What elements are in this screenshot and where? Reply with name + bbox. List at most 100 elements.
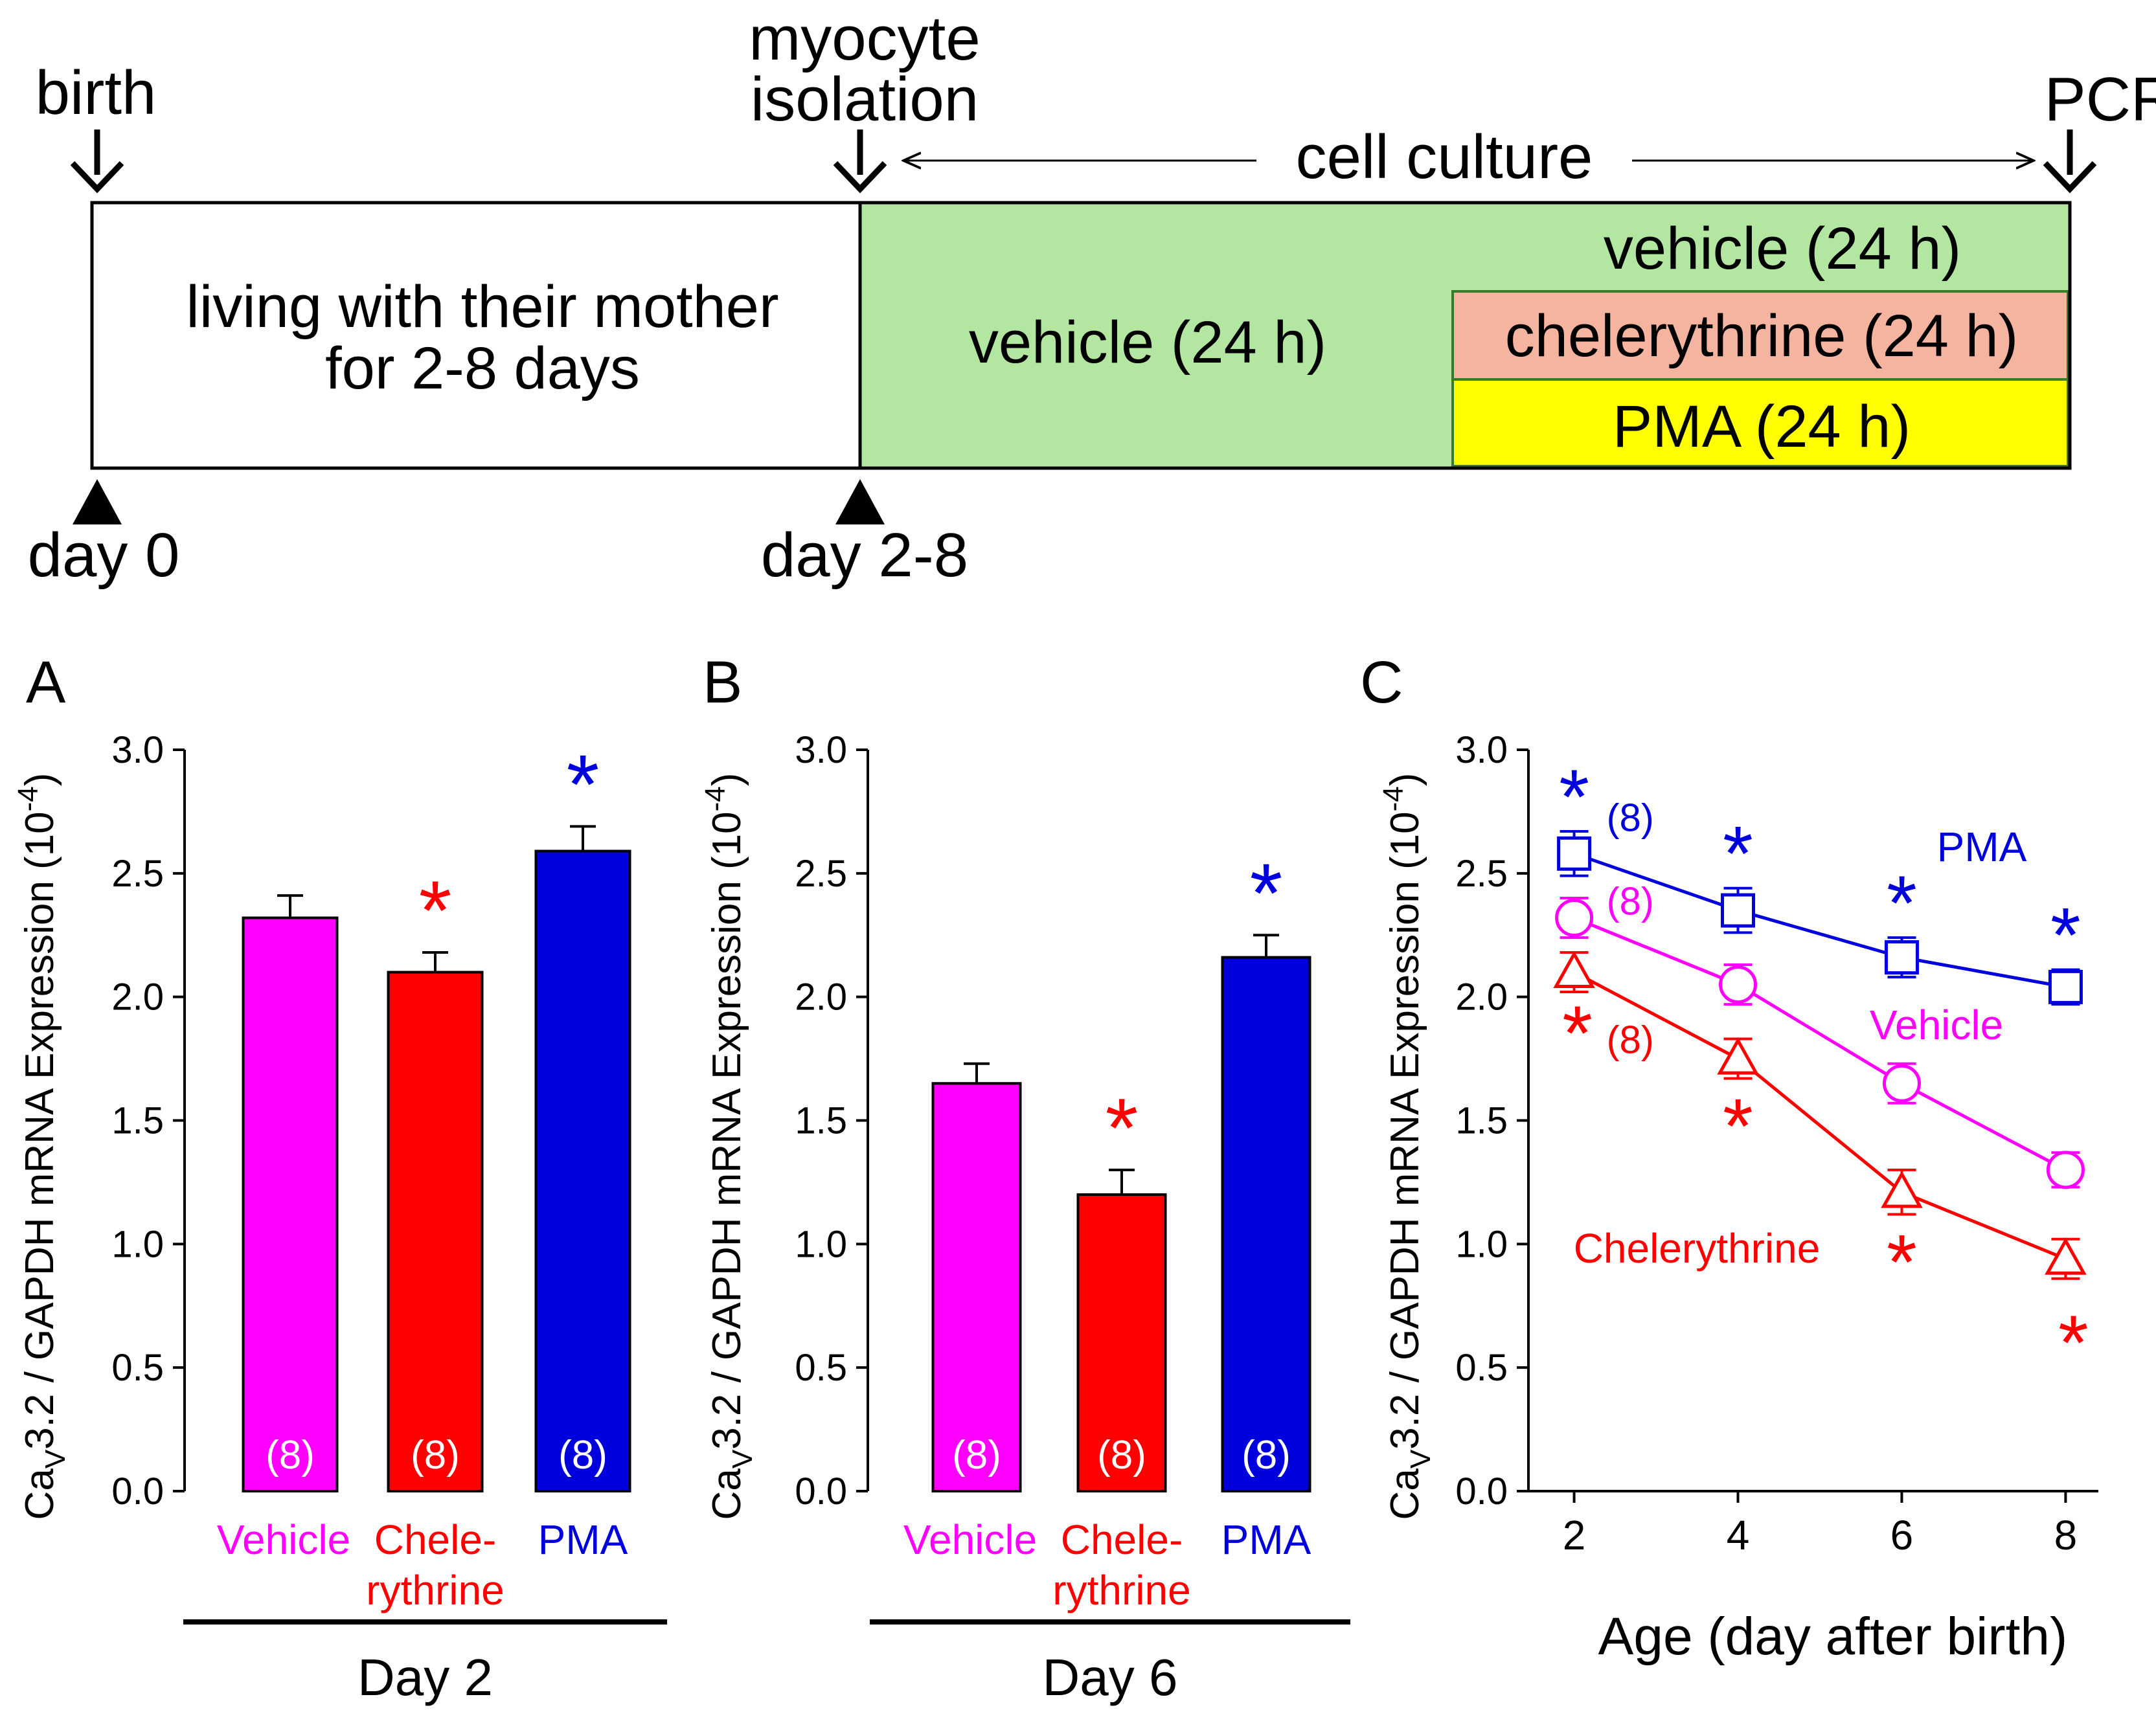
data-point-square (1721, 893, 1756, 928)
x-tick-label: 2 (1563, 1512, 1586, 1558)
day0-triangle-icon (73, 479, 122, 524)
category-label: Vehicle (903, 1516, 1037, 1563)
n-label: (8) (558, 1433, 607, 1478)
bar-vehicle (931, 1082, 1022, 1492)
y-tick-label: 0.0 (795, 1470, 847, 1513)
bar-vehicle (242, 916, 339, 1492)
group-label: Day 6 (1043, 1648, 1178, 1706)
y-tick-label: 3.0 (795, 729, 847, 771)
y-tick-label: 0.0 (111, 1470, 164, 1513)
series-line-chelerythrine (1573, 971, 2067, 1261)
pma-text: PMA (24 h) (1613, 394, 1911, 460)
category-label: PMA (538, 1516, 628, 1563)
y-tick-label: 1.5 (111, 1100, 164, 1142)
data-point-circle (1719, 965, 1758, 1004)
significance-star: * (1562, 990, 1593, 1077)
n-label: (8) (1097, 1433, 1146, 1478)
y-tick-label: 3.0 (1455, 729, 1508, 771)
significance-star: * (2058, 1299, 2089, 1386)
n-label: (8) (1607, 796, 1654, 839)
x-tick-label: 8 (2054, 1512, 2078, 1558)
x-tick-label: 4 (1727, 1512, 1750, 1558)
y-tick-label: 2.5 (1455, 853, 1508, 895)
mother-text-line1: living with their mother (186, 274, 778, 340)
bar-chelerythrine (1076, 1193, 1167, 1492)
chelerythrine-text: chelerythrine (24 h) (1505, 303, 2019, 369)
data-point-triangle (1881, 1171, 1923, 1208)
category-label: Chele- (1061, 1516, 1183, 1563)
data-point-circle (1555, 899, 1594, 938)
day0-label: day 0 (28, 521, 180, 590)
series-line-vehicle (1573, 916, 2067, 1172)
data-point-triangle (1553, 950, 1595, 988)
data-point-square (1884, 940, 1919, 975)
category-label: Vehicle (217, 1516, 350, 1563)
y-tick-label: 0.5 (1455, 1347, 1508, 1389)
significance-star: * (1887, 1219, 1917, 1306)
y-tick-label: 3.0 (111, 729, 164, 771)
pcr-arrow-icon (2043, 129, 2097, 194)
chelerythrine-box (1451, 290, 2069, 381)
y-tick-label: 2.5 (795, 853, 847, 895)
isolation-label-line2: isolation (751, 65, 979, 134)
significance-star: * (2050, 892, 2081, 979)
pma-box (1451, 378, 2069, 467)
n-label: (8) (1607, 880, 1654, 923)
y-axis-label: CaV3.2 / GAPDH mRNA Expression (10-4) (12, 773, 71, 1520)
mother-text-line2: for 2-8 days (325, 335, 640, 401)
panel-letter: A (26, 649, 66, 715)
panel-letter: C (1360, 649, 1403, 715)
timeline: birth myocyte isolation PCR cell culture… (28, 4, 2156, 590)
n-label: (8) (1242, 1433, 1291, 1478)
series-label-chelerythrine: Chelerythrine (1574, 1225, 1821, 1272)
significance-star: * (1559, 754, 1589, 840)
y-tick-label: 1.0 (795, 1223, 847, 1265)
y-tick-label: 2.5 (111, 853, 164, 895)
isolation-arrow-icon (833, 129, 887, 194)
mother-box (90, 201, 862, 470)
y-tick-label: 2.0 (1455, 976, 1508, 1018)
vehicle-top-text: vehicle (24 h) (1604, 216, 1961, 282)
y-tick-label: 0.5 (795, 1347, 847, 1389)
day28-triangle-icon (835, 479, 885, 524)
panel-c: C 0.0 0.5 1.0 1.5 2.0 2.5 3.0 CaV3.2 / GAPDH mRN… (1360, 649, 2098, 1666)
significance-star: * (567, 737, 600, 831)
bar-pma (1221, 956, 1311, 1492)
data-point-triangle (1717, 1037, 1759, 1075)
x-tick-label: 6 (1890, 1512, 1914, 1558)
birth-label: birth (36, 58, 157, 128)
n-label: (8) (411, 1433, 460, 1478)
series-label-pma: PMA (1937, 824, 2027, 870)
bar-chelerythrine (387, 971, 484, 1492)
bar-pma (534, 849, 631, 1492)
panel-b: B 0.0 0.5 1.0 1.5 2.0 2.5 3.0 CaV3.2 / GAPDH mRN… (699, 649, 1350, 1706)
y-tick-label: 2.0 (111, 976, 164, 1018)
y-tick-label: 1.5 (795, 1100, 847, 1142)
category-label: Chele- (374, 1516, 497, 1563)
data-point-triangle (2045, 1237, 2087, 1275)
vehicle-main-text: vehicle (24 h) (969, 309, 1326, 376)
x-axis-label: Age (day after birth) (1598, 1607, 2068, 1666)
group-label: Day 2 (357, 1648, 493, 1706)
significance-star: * (1723, 811, 1753, 897)
day28-label: day 2-8 (761, 521, 968, 590)
significance-star: * (1723, 1083, 1753, 1170)
category-label: rythrine (1052, 1567, 1190, 1614)
n-label: (8) (266, 1433, 315, 1478)
panel-letter: B (703, 649, 742, 715)
significance-star: * (419, 863, 452, 958)
series-line-pma (1573, 851, 2066, 989)
data-point-circle (1882, 1064, 1921, 1103)
category-label: rythrine (366, 1567, 504, 1614)
y-tick-label: 0.0 (1455, 1470, 1508, 1513)
category-label: PMA (1221, 1516, 1311, 1563)
data-point-square (2048, 969, 2083, 1004)
data-point-square (1557, 836, 1592, 871)
cell-culture-label: cell culture (1296, 122, 1593, 192)
y-tick-label: 1.5 (1455, 1100, 1508, 1142)
panel-a: A 0.0 0.5 1.0 1.5 2.0 2.5 3.0 CaV3.2 / GAPDH mRN… (12, 649, 667, 1706)
series-label-vehicle: Vehicle (1870, 1002, 2003, 1048)
significance-star: * (1887, 860, 1917, 947)
birth-arrow-icon (70, 129, 124, 194)
